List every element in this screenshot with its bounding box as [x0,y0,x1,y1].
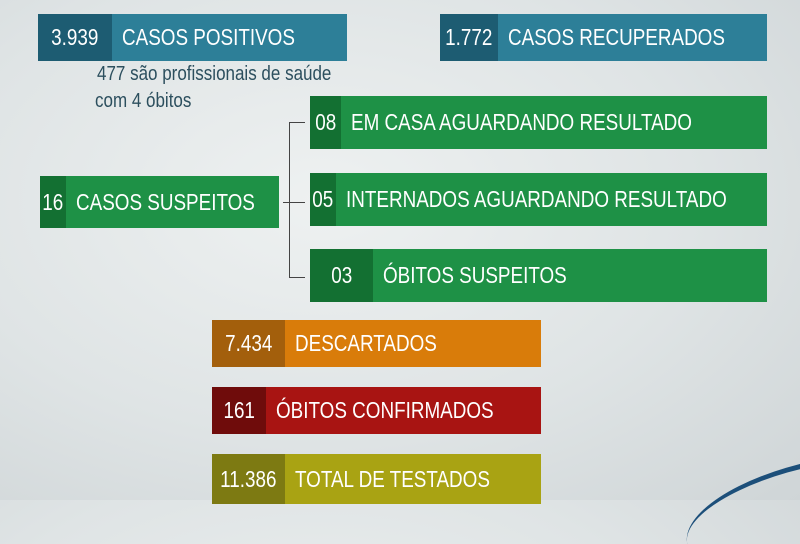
casos-suspeitos-label: CASOS SUSPEITOS [75,188,255,215]
obitos-suspeitos-label: ÓBITOS SUSPEITOS [383,262,567,288]
decorative-swoosh [675,461,800,544]
suspeitos-internados-value: 05 [310,173,336,226]
casos-positivos-label: CASOS POSITIVOS [122,24,295,50]
bracket-connector [289,122,305,123]
suspeitos-em-casa-card: 08 EM CASA AGUARDANDO RESULTADO [310,96,767,149]
suspeitos-em-casa-value: 08 [310,96,342,149]
obitos-suspeitos-card: 03 ÓBITOS SUSPEITOS [310,249,767,302]
casos-suspeitos-value: 16 [40,176,66,228]
descartados-card: 7.434 DESCARTADOS [212,320,541,367]
total-testados-value: 11.386 [212,454,285,504]
profissionais-obitos-note: com 4 óbitos [95,90,192,112]
suspeitos-em-casa-label: EM CASA AGUARDANDO RESULTADO [351,109,693,135]
casos-positivos-card: 3.939 CASOS POSITIVOS [38,14,347,61]
casos-recuperados-card: 1.772 CASOS RECUPERADOS [440,14,767,61]
suspeitos-internados-card: 05 INTERNADOS AGUARDANDO RESULTADO [310,173,767,226]
casos-suspeitos-card: 16 CASOS SUSPEITOS [40,176,279,228]
casos-recuperados-label: CASOS RECUPERADOS [507,24,725,50]
casos-positivos-value: 3.939 [38,14,112,61]
total-testados-label: TOTAL DE TESTADOS [295,465,490,492]
bracket-connector [289,122,290,278]
obitos-suspeitos-value: 03 [310,249,373,302]
profissionais-note: 477 são profissionais de saúde [97,63,332,85]
descartados-value: 7.434 [212,320,285,367]
bracket-connector [289,277,305,278]
suspeitos-internados-label: INTERNADOS AGUARDANDO RESULTADO [345,186,727,212]
obitos-confirmados-value: 161 [212,387,266,434]
descartados-label: DESCARTADOS [295,330,437,356]
total-testados-card: 11.386 TOTAL DE TESTADOS [212,454,541,504]
bracket-connector [283,202,305,203]
obitos-confirmados-card: 161 ÓBITOS CONFIRMADOS [212,387,541,434]
casos-recuperados-value: 1.772 [440,14,498,61]
obitos-confirmados-label: ÓBITOS CONFIRMADOS [275,397,494,423]
